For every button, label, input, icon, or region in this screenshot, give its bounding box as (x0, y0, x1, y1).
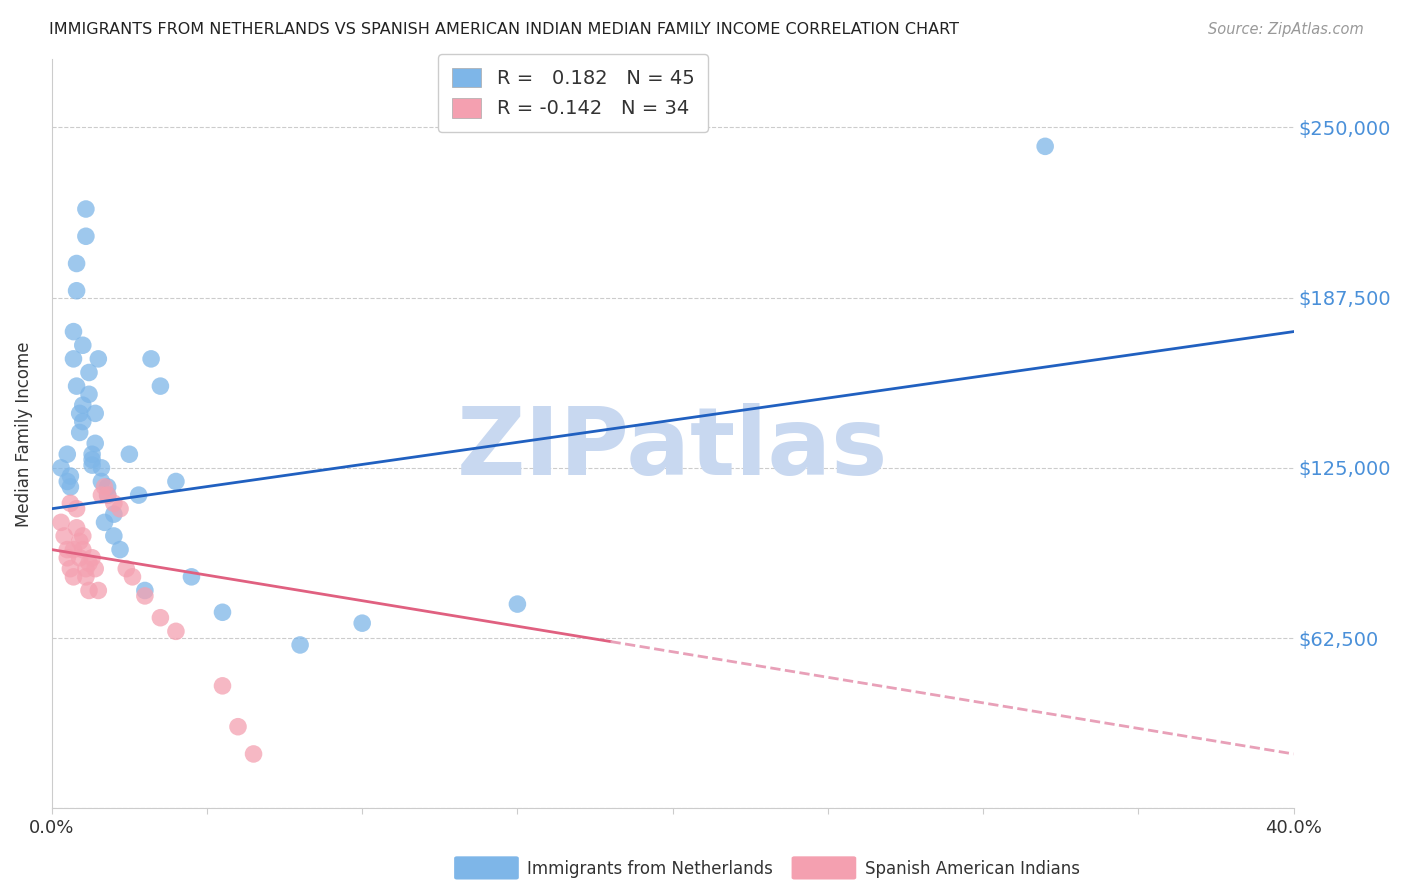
Point (97, 488, 120, 502)
Point (108, 501, 131, 516)
Point (226, 720, 249, 734)
Point (77, 387, 100, 401)
Point (49, 516, 72, 530)
Point (62, 351, 84, 366)
Point (65, 521, 87, 535)
Point (108, 542, 131, 557)
Point (128, 488, 150, 502)
Text: IMMIGRANTS FROM NETHERLANDS VS SPANISH AMERICAN INDIAN MEDIAN FAMILY INCOME CORR: IMMIGRANTS FROM NETHERLANDS VS SPANISH A… (49, 22, 959, 37)
Point (56, 475, 79, 489)
Point (82, 458, 104, 472)
Point (118, 447, 141, 461)
Point (97, 480, 120, 494)
Point (82, 447, 104, 461)
Point (75, 202, 97, 216)
Point (69, 534, 91, 549)
Point (84, 562, 107, 576)
Point (90, 488, 112, 502)
Point (103, 496, 125, 510)
Point (75, 229, 97, 244)
Point (72, 542, 94, 557)
Point (65, 501, 87, 516)
Point (103, 529, 125, 543)
Point (53, 529, 76, 543)
Point (103, 507, 125, 521)
Point (149, 611, 172, 625)
Point (87, 583, 110, 598)
Point (56, 447, 79, 461)
Point (149, 379, 172, 393)
Point (82, 452, 104, 467)
Point (69, 550, 91, 565)
Point (59, 562, 82, 576)
Point (90, 461, 112, 475)
Point (84, 406, 107, 420)
Point (75, 562, 97, 576)
Point (59, 480, 82, 494)
Point (139, 351, 162, 366)
Text: Source: ZipAtlas.com: Source: ZipAtlas.com (1208, 22, 1364, 37)
Point (77, 583, 100, 598)
Point (56, 542, 79, 557)
Legend: R =   0.182   N = 45, R = -0.142   N = 34: R = 0.182 N = 45, R = -0.142 N = 34 (439, 54, 709, 132)
Point (165, 624, 187, 639)
Point (134, 583, 156, 598)
Point (69, 406, 91, 420)
Point (242, 747, 264, 761)
Point (90, 475, 112, 489)
Point (87, 351, 110, 366)
Point (180, 570, 202, 584)
Point (59, 469, 82, 483)
Point (93, 480, 115, 494)
Point (62, 570, 84, 584)
Point (84, 436, 107, 450)
Point (115, 562, 138, 576)
Point (506, 597, 529, 611)
Point (65, 256, 87, 270)
Point (77, 556, 100, 570)
Point (59, 496, 82, 510)
Point (62, 542, 84, 557)
Point (72, 529, 94, 543)
Point (82, 550, 104, 565)
Point (56, 550, 79, 565)
Point (65, 379, 87, 393)
Text: Immigrants from Netherlands: Immigrants from Netherlands (527, 860, 773, 878)
Point (72, 338, 94, 352)
Point (165, 475, 187, 489)
Point (211, 679, 233, 693)
Text: ZIPatlas: ZIPatlas (457, 403, 889, 495)
Point (69, 425, 91, 440)
Point (72, 415, 94, 429)
Point (93, 516, 115, 530)
Text: Spanish American Indians: Spanish American Indians (865, 860, 1080, 878)
Point (72, 398, 94, 412)
Point (77, 366, 100, 380)
Y-axis label: Median Family Income: Median Family Income (15, 341, 32, 526)
Point (134, 589, 156, 603)
Point (49, 461, 72, 475)
Point (211, 605, 233, 619)
Point (75, 570, 97, 584)
Point (97, 488, 120, 502)
Point (121, 570, 143, 584)
Point (62, 325, 84, 339)
Point (288, 638, 311, 652)
Point (352, 616, 374, 631)
Point (65, 284, 87, 298)
Point (1033, 139, 1056, 153)
